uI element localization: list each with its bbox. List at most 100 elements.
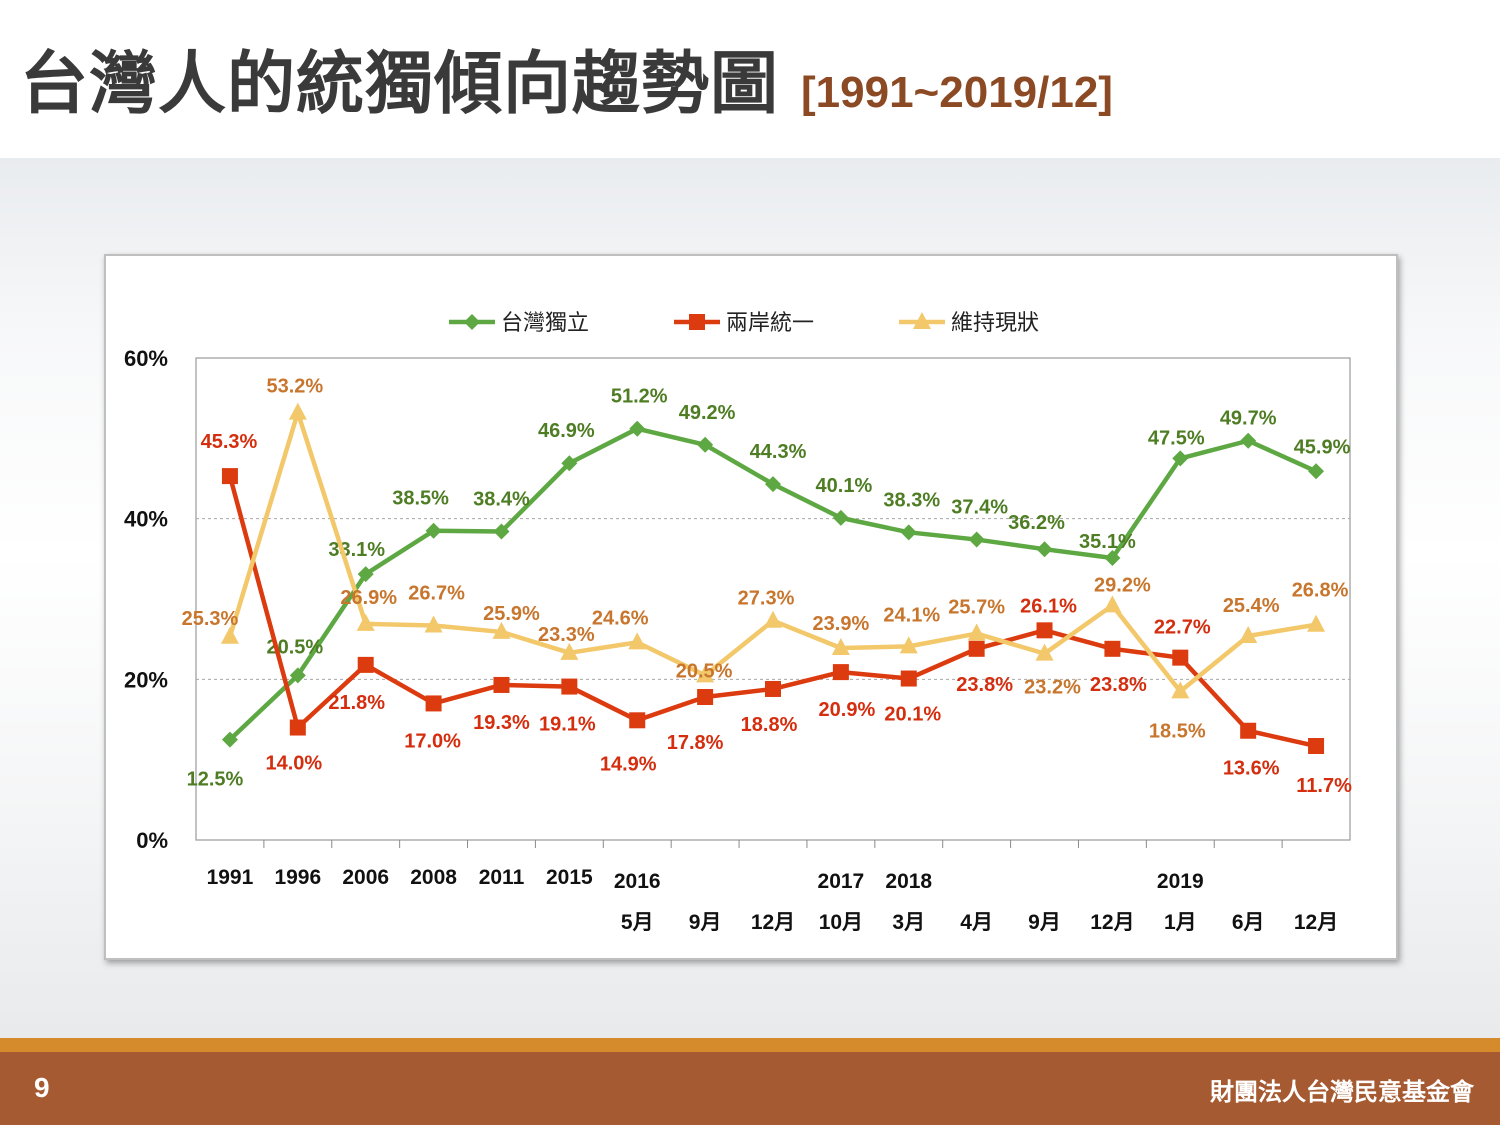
- x-tick-sublabel: 12月: [1294, 911, 1338, 934]
- data-label: 11.7%: [1296, 775, 1352, 797]
- data-label: 20.5%: [676, 660, 733, 682]
- data-point-square: [425, 695, 442, 712]
- x-tick-label: 2016: [614, 870, 661, 893]
- data-label: 49.2%: [679, 402, 736, 424]
- data-label: 19.3%: [473, 712, 530, 734]
- data-point-square: [968, 640, 985, 657]
- data-point-square: [221, 468, 238, 485]
- data-point-diamond: [1308, 463, 1325, 480]
- legend-marker-triangle: [913, 312, 931, 329]
- x-tick-sublabel: 5月: [621, 911, 654, 934]
- y-tick-label: 20%: [124, 667, 168, 692]
- trend-line-chart: 0% 20% 40% 60% 1991 1996 2006 2008 2011 2015 2016 5…: [124, 311, 1352, 934]
- data-label: 25.7%: [948, 597, 1005, 619]
- data-point-diamond: [968, 531, 985, 548]
- data-point-square: [697, 689, 714, 706]
- data-label: 18.8%: [741, 714, 798, 736]
- data-label: 20.1%: [884, 704, 941, 726]
- data-point-triangle: [288, 402, 307, 420]
- legend-label: 台灣獨立: [501, 311, 589, 336]
- data-point-diamond: [289, 667, 306, 684]
- footer-stripe: [0, 1038, 1500, 1052]
- data-label: 19.1%: [539, 714, 596, 736]
- data-label: 12.5%: [187, 769, 244, 791]
- data-point-diamond: [493, 523, 510, 540]
- data-point-diamond: [221, 731, 238, 748]
- data-label: 45.3%: [201, 431, 258, 453]
- data-point-diamond: [561, 455, 578, 472]
- data-point-diamond: [357, 566, 374, 583]
- data-label: 25.3%: [182, 608, 239, 630]
- data-point-diamond: [832, 509, 849, 526]
- data-label: 23.8%: [1090, 674, 1147, 696]
- data-point-square: [357, 656, 374, 673]
- page-number: 9: [34, 1072, 50, 1103]
- x-tick-sublabel: 12月: [1090, 911, 1134, 934]
- data-label: 14.9%: [600, 753, 657, 775]
- data-label: 20.9%: [819, 699, 876, 721]
- data-label: 40.1%: [816, 475, 873, 497]
- data-label: 18.5%: [1149, 720, 1206, 742]
- data-point-triangle: [967, 623, 986, 641]
- data-point-square: [493, 676, 510, 693]
- x-tick-label: 2006: [342, 866, 389, 889]
- data-label: 23.2%: [1024, 677, 1081, 699]
- data-label: 46.9%: [538, 420, 595, 442]
- data-label: 49.7%: [1220, 408, 1277, 430]
- data-label: 23.9%: [813, 613, 870, 635]
- data-point-square: [1308, 738, 1325, 755]
- data-label: 21.8%: [328, 692, 385, 714]
- data-label: 26.1%: [1020, 595, 1077, 617]
- data-label: 27.3%: [738, 588, 795, 610]
- data-point-triangle: [764, 610, 782, 628]
- data-point-triangle: [424, 615, 443, 633]
- data-label: 23.8%: [956, 674, 1013, 696]
- data-point-triangle: [696, 665, 715, 683]
- data-label: 36.2%: [1008, 512, 1065, 534]
- data-label: 13.6%: [1223, 758, 1280, 780]
- data-point-square: [765, 680, 781, 697]
- data-label: 25.4%: [1223, 595, 1280, 617]
- data-point-triangle: [356, 613, 375, 631]
- data-label: 51.2%: [611, 386, 668, 408]
- x-tick-label: 2017: [818, 870, 865, 893]
- data-point-square: [832, 664, 849, 681]
- x-tick-label: 1996: [274, 866, 321, 889]
- legend-label: 兩岸統一: [726, 311, 814, 336]
- title-date-range: [1991~2019/12]: [801, 68, 1113, 117]
- data-label: 38.5%: [392, 488, 449, 510]
- data-point-square: [561, 678, 578, 695]
- data-point-diamond: [1240, 432, 1257, 449]
- x-tick-sublabel: 9月: [1028, 911, 1061, 934]
- data-label: 23.3%: [538, 624, 595, 646]
- data-point-diamond: [1104, 550, 1121, 567]
- data-label: 45.9%: [1294, 436, 1351, 458]
- data-point-triangle: [1239, 625, 1258, 643]
- data-label: 14.0%: [265, 753, 322, 775]
- data-point-square: [1240, 722, 1257, 739]
- data-point-square: [1104, 640, 1121, 657]
- data-point-triangle: [1035, 643, 1054, 661]
- x-tick-label: 1991: [207, 866, 254, 889]
- data-point-triangle: [628, 632, 647, 650]
- legend-marker-square: [689, 314, 705, 330]
- data-label: 25.9%: [483, 603, 540, 625]
- organization-name: 財團法人台灣民意基金會: [1210, 1078, 1474, 1106]
- title-main: 台灣人的統獨傾向趨勢圖: [20, 45, 780, 124]
- data-point-triangle: [899, 636, 918, 654]
- data-label: 24.6%: [592, 607, 649, 629]
- x-tick-label: 2019: [1157, 870, 1204, 893]
- data-point-diamond: [425, 522, 442, 539]
- legend-marker-diamond: [464, 314, 480, 330]
- data-label: 38.4%: [473, 489, 530, 511]
- data-point-triangle: [831, 638, 850, 656]
- data-label: 38.3%: [883, 489, 940, 511]
- data-label: 17.8%: [667, 732, 724, 754]
- legend-label: 維持現狀: [951, 311, 1039, 336]
- data-label: 29.2%: [1094, 574, 1151, 596]
- data-label: 20.5%: [266, 636, 323, 658]
- data-label: 53.2%: [266, 376, 323, 398]
- data-label: 26.8%: [1292, 580, 1349, 602]
- data-label: 47.5%: [1148, 427, 1205, 449]
- x-tick-sublabel: 3月: [892, 911, 925, 934]
